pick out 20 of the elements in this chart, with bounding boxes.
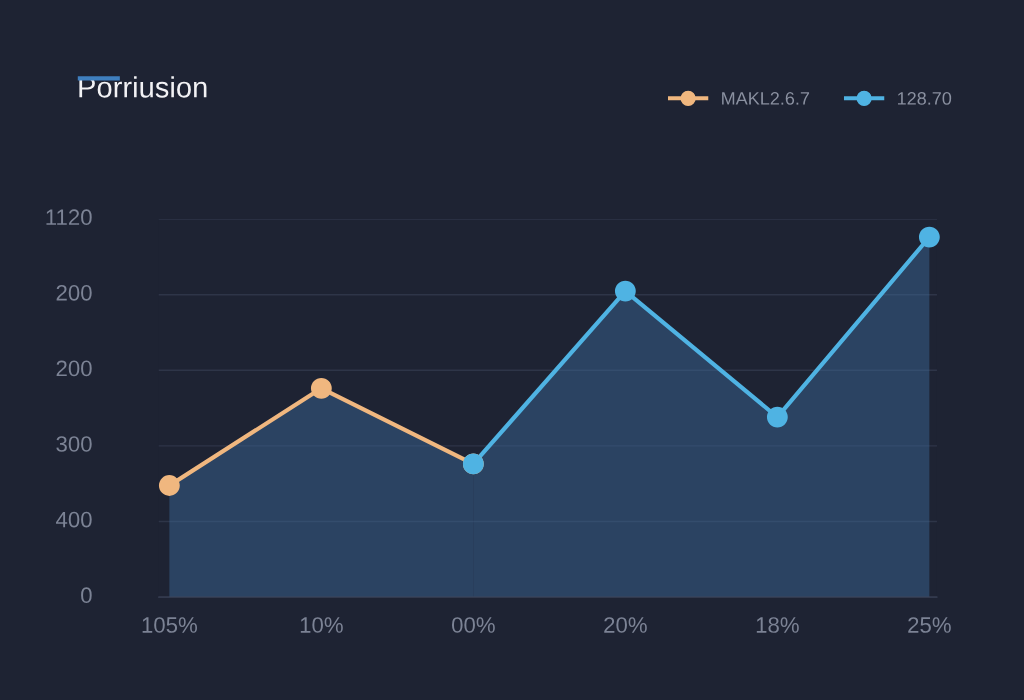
text: 400: [56, 511, 92, 528]
x-tick-label: 25%: [908, 617, 951, 633]
x-tick-label: 18%: [756, 617, 799, 633]
x-tick-label: 20%: [604, 617, 647, 633]
point: [766, 406, 788, 428]
legend-label: MAKL2.6.7: [722, 92, 810, 105]
legend-label: 128.70: [898, 92, 952, 105]
x-tick-label: 00%: [451, 617, 495, 633]
text: 1120: [46, 209, 92, 226]
point: [158, 475, 180, 496]
x-tick-label: 105%: [142, 617, 197, 633]
text: 300: [56, 436, 92, 452]
text: 200: [56, 284, 92, 301]
point: [614, 280, 636, 302]
text: 200: [56, 360, 92, 377]
x-tick-label: 10%: [300, 617, 343, 633]
point: [918, 226, 940, 248]
text: 0: [81, 587, 92, 604]
chart-title: Porriusion: [79, 76, 207, 98]
point: [310, 377, 332, 399]
